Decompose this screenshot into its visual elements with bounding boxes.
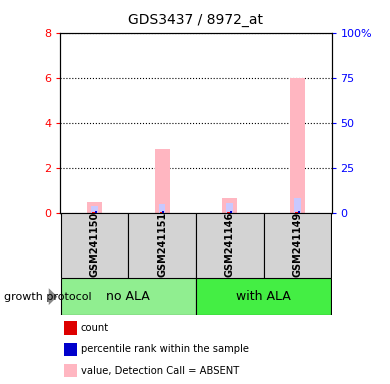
Text: percentile rank within the sample: percentile rank within the sample [81,344,249,354]
Text: no ALA: no ALA [106,290,150,303]
Text: GSM241146: GSM241146 [225,212,235,277]
Text: GSM241150: GSM241150 [89,212,99,277]
Bar [295,212,298,213]
Text: value, Detection Call = ABSENT: value, Detection Call = ABSENT [81,366,239,376]
Polygon shape [49,288,57,305]
Bar [196,278,331,315]
Bar [95,211,97,213]
Bar [162,211,165,213]
Bar [294,199,301,213]
Text: growth protocol: growth protocol [4,291,92,302]
Bar [128,213,196,278]
Text: GSM241149: GSM241149 [292,212,303,277]
Bar [160,212,162,213]
Bar [155,149,170,213]
Text: GDS3437 / 8972_at: GDS3437 / 8972_at [128,13,262,27]
Bar [227,212,230,213]
Bar [196,213,264,278]
Bar [230,211,232,213]
Bar [290,78,305,213]
Bar [159,204,165,213]
Bar [264,213,331,278]
Bar [227,202,233,213]
Text: with ALA: with ALA [236,290,291,303]
Bar [92,212,95,213]
Bar [61,213,128,278]
Bar [61,278,196,315]
Text: GSM241151: GSM241151 [157,212,167,277]
Text: count: count [81,323,109,333]
Bar [87,202,102,213]
Bar [222,199,237,213]
Bar [91,206,98,213]
Bar [298,211,300,213]
